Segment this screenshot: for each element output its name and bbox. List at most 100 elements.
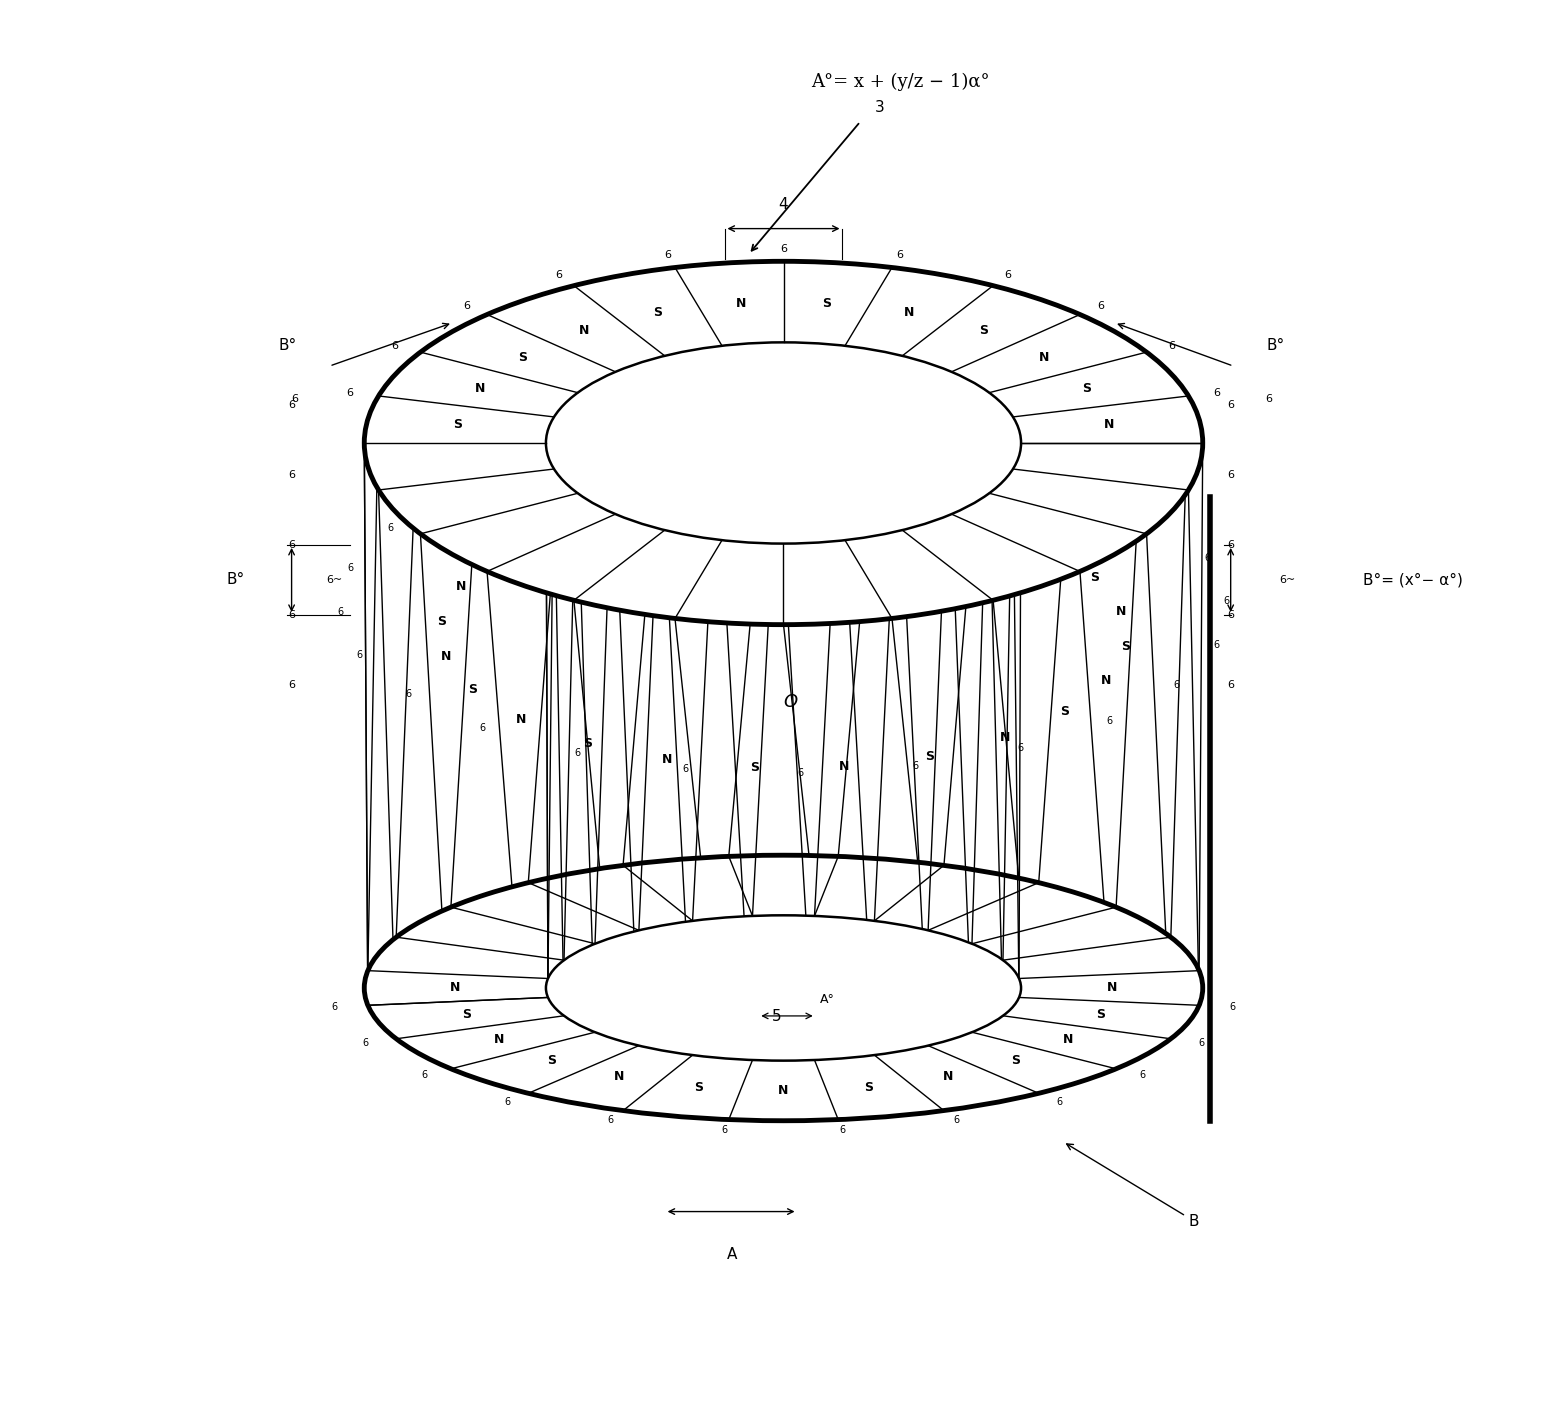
Text: 6: 6 (912, 760, 918, 772)
Text: 6: 6 (288, 400, 295, 410)
Text: N: N (904, 306, 915, 318)
Text: S: S (694, 1080, 704, 1094)
Text: S: S (1120, 640, 1130, 652)
Text: S: S (1097, 1009, 1105, 1021)
Text: 6: 6 (1227, 679, 1235, 690)
Text: B°: B° (227, 572, 244, 588)
Ellipse shape (545, 915, 1022, 1061)
Text: S: S (1011, 1054, 1020, 1068)
Text: S: S (821, 296, 831, 310)
Text: 6: 6 (332, 1002, 337, 1012)
Text: S: S (633, 505, 642, 518)
Text: 6: 6 (1213, 387, 1221, 397)
Text: N: N (895, 501, 906, 513)
Text: N: N (614, 1070, 625, 1083)
Text: 6: 6 (763, 435, 769, 445)
Text: 6: 6 (1004, 269, 1011, 279)
Text: N: N (718, 494, 729, 508)
Text: 6: 6 (288, 470, 295, 480)
Text: N: N (838, 760, 849, 773)
Text: 6: 6 (574, 748, 580, 759)
Text: 6: 6 (1199, 1038, 1205, 1048)
Text: B°: B° (279, 338, 296, 352)
Text: 6: 6 (337, 606, 343, 617)
Text: 6: 6 (291, 394, 298, 404)
Text: 6: 6 (1169, 341, 1175, 351)
Text: N: N (456, 581, 465, 593)
Text: 6: 6 (1227, 400, 1235, 410)
Text: S: S (1089, 571, 1098, 584)
Text: 6: 6 (454, 487, 461, 497)
Text: 6: 6 (780, 244, 787, 254)
Text: N: N (1102, 673, 1111, 687)
Text: 6: 6 (1056, 1097, 1062, 1107)
Text: B°= (x°− α°): B°= (x°− α°) (1363, 572, 1464, 588)
Text: N: N (661, 753, 672, 766)
Text: S: S (498, 549, 506, 563)
Text: 6: 6 (389, 523, 393, 533)
Text: 6: 6 (1227, 610, 1235, 620)
Text: S: S (1061, 706, 1069, 718)
Text: N: N (494, 1033, 505, 1045)
Text: 6: 6 (1155, 513, 1161, 523)
Text: 6: 6 (1106, 716, 1113, 725)
Text: 6: 6 (462, 300, 470, 310)
Text: 6: 6 (406, 689, 412, 699)
Text: B°: B° (1266, 338, 1285, 352)
Text: 6: 6 (357, 650, 364, 659)
Text: 6: 6 (544, 460, 550, 470)
Text: 6: 6 (1265, 394, 1272, 404)
Text: S: S (751, 762, 758, 774)
Text: N: N (1000, 731, 1009, 744)
Text: S: S (1083, 383, 1091, 396)
Text: 6: 6 (1174, 680, 1178, 690)
Text: N: N (450, 982, 461, 995)
Text: 6: 6 (1230, 1002, 1235, 1012)
Text: 6: 6 (1139, 1070, 1145, 1080)
Text: 6: 6 (1213, 640, 1219, 650)
Text: 6: 6 (896, 250, 903, 260)
Text: 6: 6 (1097, 300, 1105, 310)
Text: 6: 6 (1227, 470, 1235, 480)
Text: 6: 6 (362, 1038, 368, 1048)
Text: N: N (1103, 418, 1114, 431)
Text: 6: 6 (348, 564, 354, 574)
Text: 5: 5 (771, 1009, 782, 1024)
Text: S: S (469, 683, 478, 696)
Text: 6: 6 (1203, 553, 1210, 564)
Text: 6: 6 (556, 269, 563, 279)
Text: N: N (1039, 351, 1050, 363)
Text: S: S (809, 492, 816, 506)
Text: 6: 6 (683, 763, 688, 774)
Text: S: S (975, 518, 984, 530)
Text: 4: 4 (779, 196, 788, 212)
Text: N: N (475, 383, 486, 396)
Ellipse shape (364, 856, 1203, 1121)
Text: 6: 6 (422, 1070, 428, 1080)
Text: 6: 6 (505, 1097, 511, 1107)
Text: 6: 6 (840, 1125, 846, 1135)
Text: N: N (1062, 1033, 1073, 1045)
Text: A: A (727, 1246, 736, 1261)
Text: S: S (583, 737, 592, 751)
Text: N: N (779, 1085, 788, 1097)
Text: 6: 6 (1224, 596, 1230, 606)
Text: 6: 6 (1227, 540, 1235, 550)
Text: 6: 6 (288, 540, 295, 550)
Text: B: B (1067, 1143, 1199, 1229)
Text: 6: 6 (1017, 744, 1023, 753)
Text: 6: 6 (798, 767, 804, 779)
Text: O: O (784, 693, 798, 710)
Text: 6: 6 (649, 442, 655, 452)
Text: 6: 6 (288, 610, 295, 620)
Text: 6: 6 (346, 387, 354, 397)
Text: 6: 6 (1081, 480, 1087, 490)
Text: S: S (863, 1080, 873, 1094)
Text: N: N (558, 523, 567, 536)
Text: 6: 6 (664, 250, 671, 260)
Text: N: N (1040, 542, 1051, 554)
Text: N: N (1116, 605, 1127, 617)
Text: S: S (462, 1009, 470, 1021)
Text: S: S (979, 324, 987, 338)
Polygon shape (364, 443, 1203, 1121)
